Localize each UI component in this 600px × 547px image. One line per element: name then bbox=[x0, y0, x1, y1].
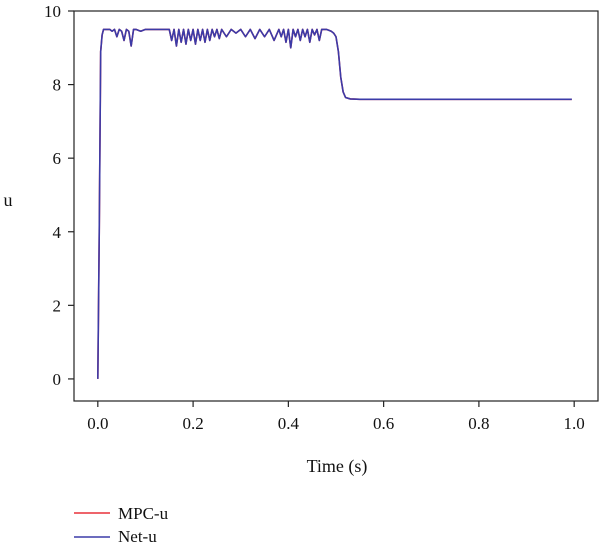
series-layer bbox=[97, 28, 572, 379]
x-tick-label: 0.8 bbox=[468, 414, 489, 433]
legend-label-mpc-u: MPC-u bbox=[118, 504, 169, 523]
legend-label-net-u: Net-u bbox=[118, 527, 157, 546]
y-tick-label: 0 bbox=[53, 370, 62, 389]
series-line-net-u bbox=[97, 28, 572, 379]
y-tick-label: 10 bbox=[44, 2, 61, 21]
legend: MPC-u Net-u bbox=[74, 504, 169, 546]
y-tick-label: 8 bbox=[53, 76, 62, 95]
x-tick-label: 0.0 bbox=[87, 414, 108, 433]
x-axis-label: Time (s) bbox=[307, 456, 368, 477]
x-tick-label: 1.0 bbox=[564, 414, 585, 433]
y-tick-label: 4 bbox=[53, 223, 62, 242]
series-line-mpc-u bbox=[97, 28, 572, 379]
x-tick-label: 0.6 bbox=[373, 414, 394, 433]
y-axis-ticks: 0 2 4 6 8 10 bbox=[44, 2, 74, 389]
x-axis-ticks: 0.0 0.2 0.4 0.6 0.8 1.0 bbox=[87, 401, 585, 433]
x-tick-label: 0.2 bbox=[182, 414, 203, 433]
plot-frame bbox=[73, 10, 599, 402]
y-axis-label: u bbox=[4, 190, 13, 210]
y-tick-label: 6 bbox=[53, 149, 62, 168]
x-tick-label: 0.4 bbox=[278, 414, 300, 433]
y-tick-label: 2 bbox=[53, 296, 62, 315]
